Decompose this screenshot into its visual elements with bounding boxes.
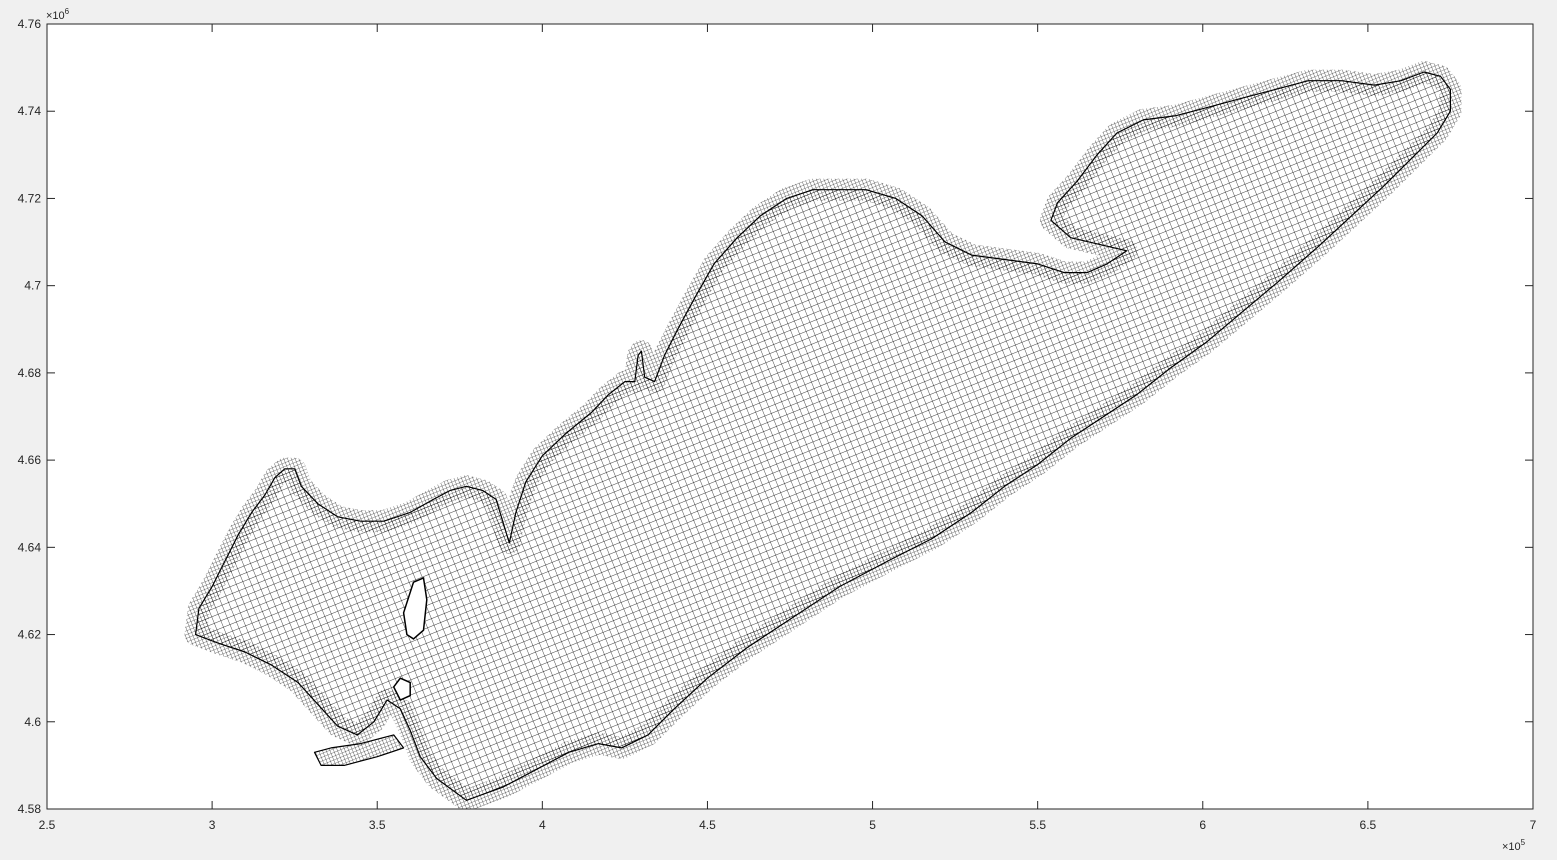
x-exponent-label: ×105 (1502, 838, 1526, 853)
y-axis: 4.58 4.6 4.62 4.64 4.66 4.68 4.7 4.72 4.74 4.76 (18, 17, 1533, 816)
x-tick-label: 6 (1199, 818, 1206, 832)
x-axis: 2.5 3 3.5 4 4.5 5 5.5 6 6.5 7 (39, 24, 1537, 832)
y-tick-label: 4.6 (24, 715, 41, 729)
x-tick-label: 3 (209, 818, 216, 832)
y-tick-label: 4.68 (18, 366, 42, 380)
x-tick-label: 7 (1530, 818, 1537, 832)
y-tick-label: 4.72 (18, 191, 42, 205)
y-exponent-label: ×106 (46, 7, 70, 22)
x-tick-label: 2.5 (39, 818, 56, 832)
y-tick-label: 4.64 (18, 540, 42, 554)
lake-mesh-body (195, 71, 1451, 801)
x-tick-label: 6.5 (1360, 818, 1377, 832)
y-tick-label: 4.7 (24, 279, 41, 293)
x-tick-label: 5 (869, 818, 876, 832)
mesh-group (184, 61, 1462, 809)
island-hole (402, 576, 428, 640)
x-tick-label: 3.5 (369, 818, 386, 832)
y-tick-label: 4.74 (18, 104, 42, 118)
island-hole-small (392, 677, 411, 701)
axes-box (46, 23, 1534, 810)
x-tick-label: 4 (539, 818, 546, 832)
y-tick-label: 4.62 (18, 628, 42, 642)
x-tick-label: 4.5 (699, 818, 716, 832)
y-tick-label: 4.58 (18, 802, 42, 816)
lake-mesh-extension (313, 734, 405, 766)
y-tick-label: 4.76 (18, 17, 42, 31)
x-tick-label: 5.5 (1029, 818, 1046, 832)
y-tick-label: 4.66 (18, 453, 42, 467)
